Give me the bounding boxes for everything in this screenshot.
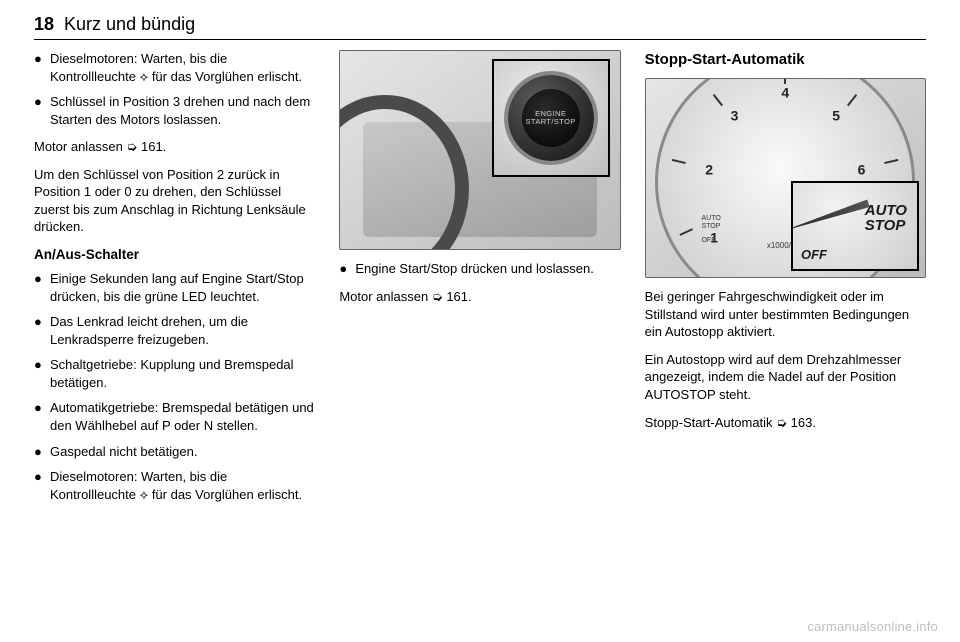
autostop-paragraph-1: Bei geringer Fahrgeschwindigkeit oder im…	[645, 288, 926, 341]
gauge-number: 1	[710, 229, 718, 248]
engine-button-outer: ENGINE START/STOP	[508, 75, 594, 161]
list-item-text: Schlüssel in Position 3 drehen und nach …	[50, 93, 315, 128]
gauge-needle-icon	[791, 200, 870, 235]
section-title: Kurz und bündig	[64, 14, 195, 35]
engine-button-inner: ENGINE START/STOP	[522, 89, 580, 147]
gauge-tick	[672, 159, 686, 164]
bullet-list-bottom: ●Einige Sekunden lang auf Engine Start/S…	[34, 270, 315, 503]
column-3: Stopp-Start-Automatik x1000/min AUTO STO…	[645, 50, 926, 642]
list-item: ●Das Lenkrad leicht drehen, um die Lenkr…	[34, 313, 315, 348]
list-item: ●Einige Sekunden lang auf Engine Start/S…	[34, 270, 315, 305]
list-item-text: Einige Sekunden lang auf Engine Start/St…	[50, 270, 315, 305]
off-label: OFF	[801, 246, 827, 264]
engine-button-label-2: START/STOP	[526, 118, 576, 126]
manual-page: 18 Kurz und bündig ●Dieselmotoren: Warte…	[0, 0, 960, 642]
gauge-tick	[884, 159, 898, 164]
list-item-text: Gaspedal nicht betätigen.	[50, 443, 197, 461]
list-item-text: Schaltgetriebe: Kupplung und Bremspedal …	[50, 356, 315, 391]
stop-start-heading: Stopp-Start-Automatik	[645, 50, 926, 70]
callout-contents: AUTO STOP OFF	[793, 183, 917, 269]
list-item: ●Automatikgetriebe: Bremspedal betätigen…	[34, 399, 315, 434]
figure-tachometer-autostop: x1000/min AUTO STOP OFF 1234567 AUTO STO…	[645, 78, 926, 278]
gauge-tick	[847, 94, 857, 106]
engine-start-ref: Motor anlassen ➭ 161.	[34, 138, 315, 156]
gauge-tick	[713, 94, 723, 106]
list-item: ●Schaltgetriebe: Kupplung und Bremspedal…	[34, 356, 315, 391]
gauge-number: 3	[731, 107, 739, 126]
autostop-paragraph-2: Ein Autostopp wird auf dem Drehzahlmesse…	[645, 351, 926, 404]
column-2: ENGINE START/STOP ●Engine Start/Stop drü…	[339, 50, 620, 642]
page-number: 18	[34, 14, 54, 35]
list-item: ●Engine Start/Stop drücken und loslassen…	[339, 260, 620, 278]
list-item-text: Das Lenkrad leicht drehen, um die Lenkra…	[50, 313, 315, 348]
callout-box: ENGINE START/STOP	[492, 59, 610, 177]
callout-box: AUTO STOP OFF	[791, 181, 919, 271]
list-item: ●Dieselmotoren: Warten, bis die Kontroll…	[34, 468, 315, 503]
key-return-paragraph: Um den Schlüssel von Position 2 zurück i…	[34, 166, 315, 236]
gauge-number: 5	[832, 107, 840, 126]
content-columns: ●Dieselmotoren: Warten, bis die Kontroll…	[34, 50, 926, 642]
list-item-text: Dieselmotoren: Warten, bis die Kontrolll…	[50, 468, 315, 503]
gauge-number: 4	[781, 84, 789, 103]
onoff-subheading: An/Aus-Schalter	[34, 246, 315, 264]
steering-wheel-shape	[339, 95, 469, 250]
list-item-text: Dieselmotoren: Warten, bis die Kontrolll…	[50, 50, 315, 85]
stop-start-ref: Stopp-Start-Automatik ➭ 163.	[645, 414, 926, 432]
watermark-text: carmanualsonline.info	[807, 619, 938, 634]
engine-start-ref: Motor anlassen ➭ 161.	[339, 288, 620, 306]
column-1: ●Dieselmotoren: Warten, bis die Kontroll…	[34, 50, 315, 642]
gauge-number: 2	[705, 160, 713, 179]
list-item: ●Dieselmotoren: Warten, bis die Kontroll…	[34, 50, 315, 85]
bullet-list: ●Engine Start/Stop drücken und loslassen…	[339, 260, 620, 278]
list-item-text: Engine Start/Stop drücken und loslassen.	[355, 260, 593, 278]
auto-stop-label: AUTO STOP	[865, 203, 907, 233]
gauge-number: 6	[858, 160, 866, 179]
page-header: 18 Kurz und bündig	[34, 14, 926, 40]
list-item-text: Automatikgetriebe: Bremspedal betätigen …	[50, 399, 315, 434]
bullet-list-top: ●Dieselmotoren: Warten, bis die Kontroll…	[34, 50, 315, 128]
list-item: ●Gaspedal nicht betätigen.	[34, 443, 315, 461]
gauge-tick	[680, 229, 694, 237]
list-item: ●Schlüssel in Position 3 drehen und nach…	[34, 93, 315, 128]
figure-engine-start-button: ENGINE START/STOP	[339, 50, 620, 250]
